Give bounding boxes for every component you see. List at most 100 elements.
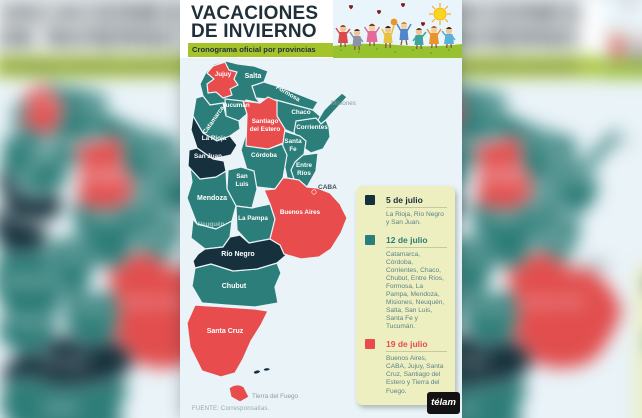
label-caba: CABA (318, 184, 337, 191)
province-jujuy (20, 83, 67, 137)
label-salta: Salta (475, 99, 500, 110)
label-san-juan: San Juan (2, 215, 43, 225)
legend-divider (386, 207, 447, 208)
label-santiago-line1: Santiago (252, 118, 279, 125)
province-la-rioja (0, 161, 66, 226)
label-la-pampa: La Pampa (238, 215, 268, 222)
kids-figures (335, 18, 456, 51)
legend-divider (386, 351, 447, 353)
province-san-juan (187, 147, 227, 180)
province-santiago-del-estero (72, 133, 136, 211)
source-text: FUENTE: Corresponsalías. (192, 406, 270, 412)
page-title: VACACIONES DE INVIERNO (461, 0, 582, 53)
july19-color-swatch (365, 339, 375, 350)
label-chaco: Chaco (543, 151, 571, 161)
grass (333, 43, 462, 58)
province-entre-rios (541, 214, 582, 267)
province-jujuy (461, 96, 466, 121)
header: VACACIONES DE INVIERNO Cronograma oficia… (0, 0, 181, 79)
label-chubut: Chubut (222, 283, 247, 290)
grass-dots (613, 65, 642, 71)
hearts-icon (349, 2, 425, 27)
label-san-luis-line2: Luis (236, 181, 249, 188)
label-san-juan: San Juan (194, 153, 222, 160)
label-chubut: Chubut (461, 404, 478, 415)
subtitle-banner: Cronograma oficial por provincias (188, 43, 333, 57)
province-tierra-del-fuego (228, 384, 250, 403)
july5-color-swatch (365, 195, 375, 205)
label-san-luis-line2: Luis (462, 256, 481, 266)
label-entre-rios-line2: Ríos (152, 240, 172, 250)
header: VACACIONES DE INVIERNO Cronograma oficia… (461, 0, 642, 79)
label-rio-negro: Río Negro (42, 357, 90, 368)
label-san-luis-line1: San (64, 244, 81, 254)
legend-entry-july5: 5 de julio La Rioja, Río Negro y San Jua… (365, 195, 447, 227)
title-line-1: VACACIONES (191, 3, 319, 24)
infographic-panel: VACACIONES DE INVIERNO Cronograma oficia… (0, 0, 181, 418)
label-tucuman: Tucumán (461, 141, 483, 151)
label-cordoba: Córdoba (251, 152, 277, 159)
label-santa-fe-line2: Fe (540, 205, 551, 215)
label-cordoba: Córdoba (484, 214, 522, 224)
label-corrientes: Corrientes (550, 173, 596, 183)
label-salta: Salta (76, 99, 101, 110)
label-la-rioja: La Rioja (202, 135, 227, 142)
province-misiones (580, 127, 625, 175)
label-san-luis-line1: San (463, 244, 480, 254)
label-salta: Salta (245, 73, 262, 80)
legend-date-july19: 19 de julio (386, 339, 428, 350)
caba-dot (571, 268, 579, 277)
label-la-pampa: La Pampa (465, 305, 509, 315)
label-santiago-line2: del Estero (250, 126, 281, 133)
label-neuquen: Neuquén (7, 314, 46, 324)
page-title: VACACIONES DE INVIERNO (0, 0, 181, 55)
province-santiago-del-estero (242, 96, 286, 150)
label-la-pampa: La Pampa (66, 305, 110, 315)
infographic-panel: VACACIONES DE INVIERNO Cronograma oficia… (180, 0, 462, 418)
label-san-luis-line1: San (236, 173, 248, 180)
label-santa-fe-line1: Santa (133, 193, 159, 203)
label-santa-fe-line2: Fe (141, 205, 152, 215)
label-misiones: Misiones (331, 100, 356, 107)
title-line-2: DE INVIERNO (0, 24, 181, 55)
label-rio-negro: Río Negro (221, 251, 254, 258)
title-line-1: VACACIONES (0, 0, 181, 29)
province-entre-rios (142, 215, 181, 267)
label-corrientes: Corrientes (296, 124, 328, 131)
label-entre-rios-line2: Ríos (551, 240, 571, 250)
label-chaco: Chaco (144, 151, 172, 161)
label-buenos-aires: Buenos Aires (526, 296, 584, 306)
kids-figures (606, 30, 642, 67)
label-misiones: Misiones (600, 138, 636, 148)
background-blur-right: VACACIONES DE INVIERNO Cronograma oficia… (461, 0, 642, 418)
legend-panel: 5 de julio La Rioja, Río Negro y San Jua… (356, 186, 455, 405)
label-buenos-aires: Buenos Aires (127, 296, 181, 306)
label-chubut: Chubut (43, 404, 79, 415)
label-jujuy: Jujuy (215, 71, 232, 78)
province-san-luis (461, 235, 494, 297)
islas-malvinas (252, 366, 272, 375)
label-entre-rios-line2: Ríos (297, 170, 311, 177)
label-santa-fe-line1: Santa (284, 138, 302, 145)
july12-color-swatch (365, 235, 375, 246)
province-buenos-aires (263, 177, 348, 260)
label-santa-cruz: Santa Cruz (207, 328, 244, 335)
legend-provinces-july5: La Rioja, Río Negro y San Juan. (386, 211, 444, 227)
background-blur-left: VACACIONES DE INVIERNO Cronograma oficia… (0, 0, 181, 418)
subtitle-banner: Cronograma oficial por provincias (0, 56, 181, 77)
caba-dot (172, 268, 180, 277)
legend-entry-july19: 19 de julio Buenos Aires, CABA, Jujuy, S… (365, 339, 447, 395)
label-mendoza: Mendoza (7, 276, 51, 287)
children-illustration (333, 0, 462, 58)
sun-icon (429, 3, 451, 25)
label-tucuman: Tucumán (43, 141, 83, 151)
label-tucuman: Tucumán (222, 102, 250, 109)
label-entre-rios-line1: Entre (296, 162, 313, 169)
header: VACACIONES DE INVIERNO Cronograma oficia… (180, 0, 462, 58)
province-santiago-del-estero (471, 133, 535, 211)
label-santiago-line2: del Estero (482, 176, 527, 186)
province-san-juan (0, 207, 50, 255)
infographic-panel: VACACIONES DE INVIERNO Cronograma oficia… (461, 0, 642, 418)
legend-date-july12: 12 de julio (386, 235, 428, 246)
label-san-luis-line2: Luis (63, 256, 82, 266)
